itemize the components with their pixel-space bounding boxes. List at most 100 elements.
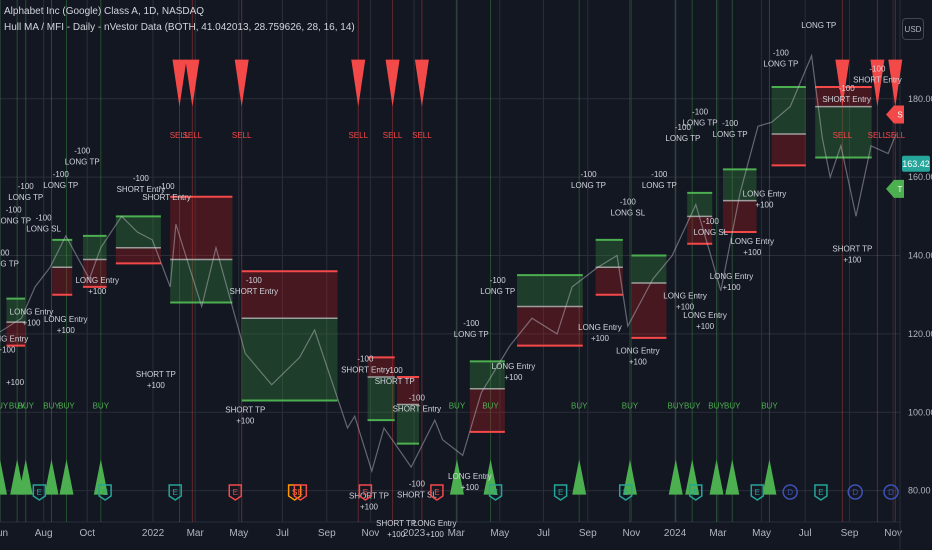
trade-loss-zone — [170, 196, 233, 260]
buy-label: BUY — [708, 401, 725, 410]
event-badge-letter: E — [558, 488, 563, 497]
trade-loss-zone — [115, 247, 161, 264]
event-badge-letter: E — [173, 488, 178, 497]
sell-triangle — [835, 59, 850, 107]
currency-badge[interactable]: USD — [902, 18, 924, 40]
buy-label: BUY — [9, 401, 26, 410]
trade-label: +100 — [676, 303, 695, 312]
trade-label: -100 — [703, 217, 720, 226]
buy-label: BUY — [93, 401, 110, 410]
event-badge — [618, 484, 633, 501]
trade-profit-zone — [52, 239, 73, 268]
trade-label: LONG TP — [683, 118, 718, 127]
sell-label: SELL — [383, 131, 403, 140]
event-badge — [32, 484, 47, 501]
buy-triangle — [622, 459, 637, 495]
trade-profit-zone — [396, 404, 420, 444]
x-tick-label: Nov — [884, 528, 902, 539]
dividend-badge — [883, 484, 899, 500]
sell-triangle — [351, 59, 366, 107]
buy-triangle — [44, 459, 59, 495]
trade-label: SHORT TP — [832, 245, 872, 254]
buy-triangle — [572, 459, 587, 495]
trade-loss-zone — [82, 259, 107, 287]
x-tick-label: May — [490, 528, 509, 539]
event-badge-letter: E — [493, 488, 498, 497]
x-tick-label: Aug — [35, 528, 53, 539]
trade-label: SHORT TP — [349, 491, 389, 500]
buy-triangle — [725, 459, 740, 495]
trade-label: LONG Entry — [710, 272, 754, 281]
trade-label: -100 — [133, 174, 150, 183]
trade-label: +100 — [0, 346, 16, 355]
trade-label: -100 — [490, 276, 507, 285]
trade-loss-zone — [52, 267, 73, 295]
event-badge-letter: E — [102, 488, 107, 497]
x-tick-label: Jul — [799, 528, 812, 539]
x-tick-label: Sep — [579, 528, 597, 539]
trade-label: LONG TP — [454, 330, 489, 339]
trade-profit-zone — [82, 235, 107, 260]
trade-label: LONG Entry — [730, 237, 774, 246]
sell-triangle — [888, 59, 903, 107]
trade-profit-zone — [815, 106, 872, 158]
trade-profit-zone — [722, 169, 757, 201]
trade-label: LONG TP — [763, 60, 798, 69]
trade-label: -100 — [74, 147, 91, 156]
trade-label: SHORT TP — [375, 377, 415, 386]
trade-profit-zone — [595, 239, 623, 268]
x-tick-label: Mar — [709, 528, 727, 539]
event-badge-letter: E — [363, 488, 368, 497]
trade-label: -100 — [620, 198, 637, 207]
trade-label: -100 — [839, 84, 856, 93]
buy-label: BUY — [684, 401, 701, 410]
trade-label: LONG TP — [0, 216, 31, 225]
buy-label: BUY — [761, 401, 778, 410]
event-badge — [488, 484, 503, 501]
event-badge — [430, 484, 444, 501]
trade-label: -100 — [387, 366, 404, 375]
event-badge-letter: E — [755, 488, 760, 497]
y-tick-label: 180.00 — [908, 94, 932, 104]
trade-label: +100 — [629, 357, 648, 366]
legend: Alphabet Inc (Google) Class A, 1D, NASDA… — [4, 4, 355, 36]
trade-label: LONG Entry — [413, 519, 457, 528]
trade-loss-zone — [367, 357, 395, 378]
right-edge-tag-text: T — [898, 185, 903, 194]
price-line — [0, 53, 897, 474]
event-badge-letter: E — [434, 488, 439, 497]
trade-loss-zone — [469, 388, 505, 432]
trade-label: +100 — [387, 530, 406, 539]
buy-triangle — [18, 459, 33, 495]
sell-label: SELL — [412, 131, 432, 140]
trade-label: LONG Entry — [616, 346, 660, 355]
x-tick-label: Oct — [79, 528, 95, 539]
right-edge-tag — [886, 179, 904, 198]
event-badge-letter: D — [888, 488, 894, 497]
trade-label: SHORT Entry — [142, 193, 191, 202]
buy-label: BUY — [0, 401, 9, 410]
trade-profit-zone — [367, 377, 395, 421]
last-price-tag — [902, 155, 930, 172]
trade-label: SHORT TP — [376, 519, 416, 528]
trade-label: LONG Entry — [0, 335, 28, 344]
dividend-badge — [782, 484, 798, 500]
sell-triangle — [172, 59, 187, 107]
trade-label: -100 — [246, 276, 263, 285]
event-badge — [553, 484, 568, 501]
trade-label: LONG TP — [43, 181, 78, 190]
trade-label: -100 — [692, 107, 709, 116]
trade-profit-zone — [469, 361, 505, 389]
trade-label: LONG TP — [65, 158, 100, 167]
trade-profit-zone — [170, 259, 233, 303]
trade-label: SHORT Entry — [117, 185, 166, 194]
event-badge — [293, 484, 308, 501]
trade-label: -100 — [6, 205, 23, 214]
trade-label: -100 — [463, 319, 480, 328]
trade-profit-zone — [687, 192, 713, 217]
trade-label: +100 — [360, 502, 379, 511]
trade-label: SHORT SL — [397, 491, 437, 500]
